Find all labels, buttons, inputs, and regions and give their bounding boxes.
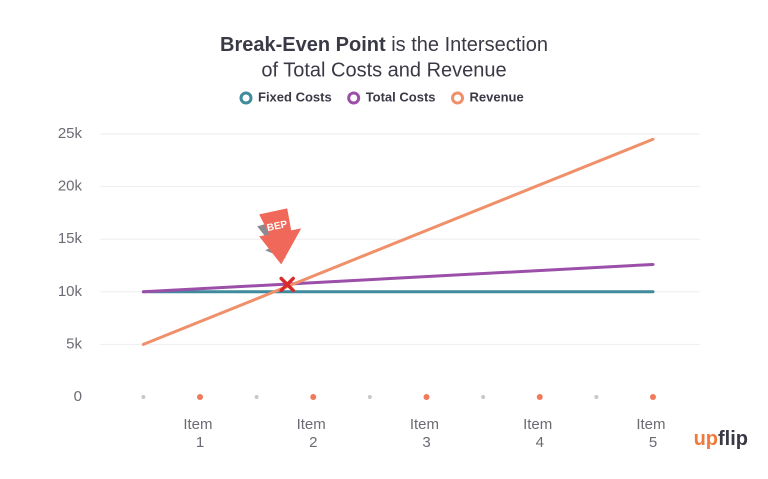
x-tick-dot — [423, 394, 430, 400]
legend-marker — [239, 91, 253, 105]
legend-label: Total Costs — [366, 89, 436, 104]
y-tick-label: 20k — [58, 178, 83, 195]
bep-label: BEP — [266, 219, 289, 234]
chart-title-line2: of Total Costs and Revenue — [261, 59, 506, 81]
bep-point — [279, 276, 295, 293]
x-tick-label: Item 2 — [297, 416, 330, 451]
x-mid-dot — [367, 395, 372, 399]
x-mid-dot — [481, 395, 486, 399]
logo-flip: flip — [718, 428, 748, 450]
x-tick-label: Item 5 — [636, 416, 669, 451]
legend-marker — [347, 91, 361, 105]
x-tick-dot — [197, 394, 203, 400]
y-tick-label: 15k — [58, 230, 83, 247]
series-line — [141, 137, 655, 346]
plot: 0 5k 10k 15k 20k 25k Item 1 Item 2 Item 3 Item 4 I… — [58, 89, 700, 451]
x-tick-label: Item 1 — [183, 416, 216, 451]
x-tick-label: Item 3 — [410, 416, 443, 451]
legend-label: Fixed Costs — [258, 89, 332, 104]
chart-title-line1: Break-Even Point is the Intersection — [220, 34, 548, 56]
title-rest: is the Intersection — [391, 34, 548, 56]
y-tick-label: 10k — [58, 283, 83, 300]
x-mid-dot — [594, 395, 599, 399]
x-tick-dot — [650, 394, 656, 400]
y-tick-label: 0 — [74, 388, 82, 405]
logo-up: up — [694, 428, 718, 450]
y-tick-label: 25k — [58, 125, 83, 142]
x-mid-dot — [254, 395, 259, 399]
title-bold: Break-Even Point — [220, 34, 386, 56]
x-mid-dot — [141, 395, 146, 399]
bep-arrow — [259, 208, 302, 265]
series-line — [141, 262, 655, 294]
legend-marker — [451, 91, 465, 105]
legend-label: Revenue — [470, 89, 524, 104]
x-tick-dot — [310, 394, 317, 400]
logo: upflip — [694, 428, 748, 450]
y-tick-label: 5k — [66, 335, 82, 352]
x-tick-dot — [536, 394, 543, 400]
x-tick-label: Item 4 — [523, 416, 556, 451]
